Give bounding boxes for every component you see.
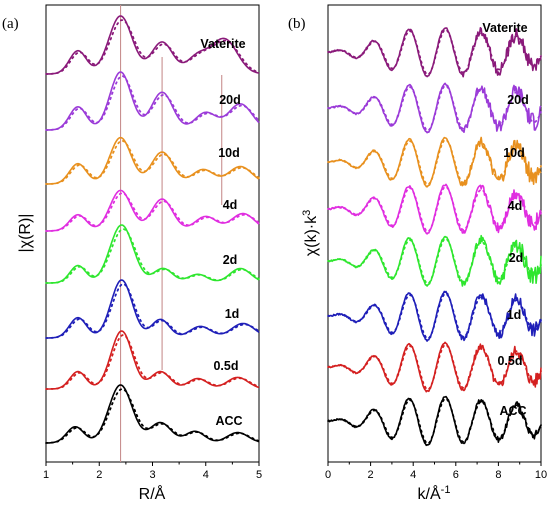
- k-data-curve-0.5d: [327, 341, 542, 393]
- panel-a-label: (a): [2, 16, 19, 32]
- series-label-1d: 1d: [225, 307, 240, 321]
- series-label-4d: 4d: [223, 198, 238, 212]
- x-tick-label-a-5: 5: [256, 469, 262, 481]
- k-series-label-20d: 20d: [507, 93, 529, 107]
- panel-b-y-axis-title-sup: 3: [301, 210, 313, 216]
- panel-b-y-axis-title: χ(k)·k3: [301, 210, 320, 257]
- panel-b-x-ticks: 0 2 4 6 8 10: [325, 462, 547, 481]
- panel-b-y-axis-title-text: χ(k)·k: [303, 215, 320, 256]
- series-label-Vaterite: Vaterite: [200, 37, 245, 51]
- panel-b-label: (b): [288, 16, 306, 32]
- panel-b-series-labels: ACC 0.5d 1d 2d 4d 10d 20d Vaterite: [482, 21, 528, 418]
- x-tick-label-a-4: 4: [203, 469, 209, 481]
- x-tick-label-b-10: 10: [535, 469, 547, 481]
- panel-b-frame: [327, 4, 542, 463]
- panel-b-x-axis-title: k/Å-1: [418, 484, 451, 503]
- k-data-curve-1d: [327, 290, 542, 342]
- x-tick-label-b-2: 2: [368, 469, 374, 481]
- k-data-curve-Vaterite: [327, 27, 542, 78]
- series-label-2d: 2d: [223, 253, 238, 267]
- series-label-0.5d: 0.5d: [213, 359, 238, 373]
- k-data-curve-2d: [327, 234, 542, 287]
- fit-curve-1d: [45, 283, 260, 339]
- panel-a-y-axis-title: |χ(R)|: [17, 214, 34, 253]
- series-label-10d: 10d: [218, 146, 240, 160]
- data-curve-2d: [46, 224, 260, 284]
- k-series-label-4d: 4d: [508, 199, 523, 213]
- panel-b-x-axis-title-sup: -1: [441, 484, 451, 496]
- panel-a-x-ticks: 1 2 3 4 5: [43, 462, 262, 481]
- panel-a-curves: [45, 15, 260, 444]
- panel-a-reference-lines: [120, 5, 223, 462]
- x-tick-label-a-3: 3: [149, 469, 155, 481]
- x-tick-label-a-2: 2: [96, 469, 102, 481]
- x-tick-label-a-1: 1: [43, 469, 49, 481]
- panel-b-curves: [327, 27, 542, 447]
- k-data-curve-20d: [327, 82, 542, 134]
- k-series-label-0.5d: 0.5d: [497, 354, 522, 368]
- data-curve-4d: [46, 189, 260, 232]
- panel-a-x-axis-title: R/Å: [139, 484, 166, 503]
- x-tick-label-b-6: 6: [453, 469, 459, 481]
- k-series-label-Vaterite: Vaterite: [482, 21, 527, 35]
- k-series-label-10d: 10d: [503, 146, 525, 160]
- data-curve-1d: [46, 279, 260, 339]
- panel-b-x-axis-title-text: k/Å: [418, 484, 441, 503]
- data-curve-ACC: [45, 384, 260, 444]
- k-series-label-2d: 2d: [509, 251, 524, 265]
- panel-a-frame: [45, 4, 260, 463]
- data-curve-Vaterite: [46, 15, 260, 75]
- k-series-label-ACC: ACC: [499, 404, 526, 418]
- k-data-curve-4d: [327, 183, 542, 235]
- panel-a-series-labels: ACC 0.5d 1d 2d 4d 10d 20d Vaterite: [200, 37, 245, 428]
- data-curve-10d: [46, 136, 260, 185]
- series-label-ACC: ACC: [215, 414, 242, 428]
- panel-a: (a) ACC 0.5d 1d 2d 4d 10d 20d Vaterite 1 2 3 4 5 R/…: [2, 4, 262, 503]
- x-tick-label-b-8: 8: [495, 469, 501, 481]
- series-label-20d: 20d: [219, 93, 241, 107]
- x-tick-label-b-0: 0: [325, 469, 331, 481]
- k-series-label-1d: 1d: [507, 308, 522, 322]
- data-curve-20d: [46, 71, 260, 131]
- x-tick-label-b-4: 4: [410, 469, 416, 481]
- data-curve-0.5d: [46, 330, 260, 390]
- k-data-curve-10d: [327, 136, 542, 188]
- k-data-curve-ACC: [327, 395, 542, 447]
